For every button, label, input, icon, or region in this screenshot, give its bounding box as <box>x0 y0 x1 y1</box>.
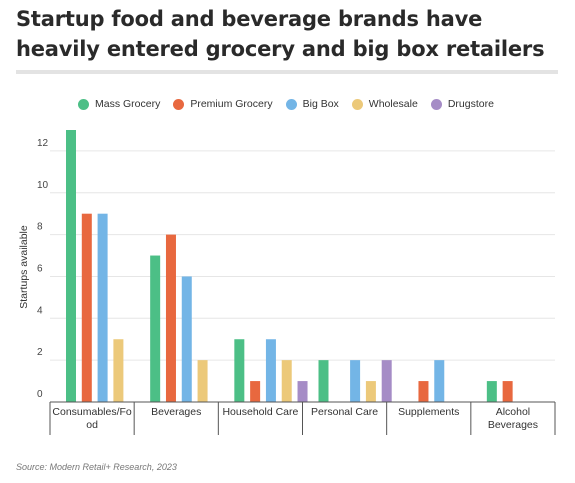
y-axis-ticks: 0 2 4 6 8 10 12 <box>37 138 49 400</box>
legend-swatch <box>351 98 363 110</box>
x-tick-label-personal-care: Personal Care <box>311 406 378 418</box>
bar-mass-grocery-consumables-fo-od <box>66 130 76 402</box>
x-tick-label-household-care: Household Care <box>222 406 298 418</box>
y-tick-label: 2 <box>37 347 43 358</box>
bar-chart: 0 2 4 6 8 10 12 Consumables/Fo od Beverages House… <box>18 130 556 435</box>
bar-premium-grocery-household-care <box>250 381 261 402</box>
bar-mass-grocery-beverages <box>150 255 161 402</box>
y-tick-label: 6 <box>37 263 43 274</box>
legend-swatch <box>78 98 89 110</box>
legend-label: Mass Grocery <box>95 98 161 110</box>
legend-label: Big Box <box>302 98 339 110</box>
x-tick-label-supplements: Supplements <box>398 406 459 418</box>
x-tick-label-beverages: Beverages <box>151 406 201 418</box>
bar-big-box-supplements <box>434 360 445 402</box>
legend-swatch <box>173 98 185 110</box>
chart-legend: Mass Grocery Premium Grocery Big Box Wholes… <box>78 98 507 110</box>
bar-mass-grocery-household-care <box>234 339 245 402</box>
y-tick-label: 0 <box>37 389 43 400</box>
bar-premium-grocery-beverages <box>165 234 176 402</box>
legend-label: Drugstore <box>447 98 494 110</box>
bar-mass-grocery-alcohol-beverages <box>486 381 497 402</box>
bar-big-box-personal-care <box>350 360 361 402</box>
x-tick-label-consumables-fo-od: Consumables/Fo od <box>52 406 132 431</box>
bar-big-box-household-care <box>265 339 276 402</box>
legend-item-big-box: Big Box <box>285 98 339 110</box>
y-tick-label: 4 <box>37 305 43 316</box>
bar-premium-grocery-alcohol-beverages <box>502 381 513 402</box>
bar-premium-grocery-supplements <box>418 381 429 402</box>
bar-premium-grocery-consumables-fo-od <box>81 213 92 402</box>
gridlines <box>50 150 555 361</box>
bar-wholesale-personal-care <box>365 381 376 402</box>
legend-item-mass-grocery: Mass Grocery <box>78 98 160 110</box>
chart-title: Startup food and beverage brands have he… <box>16 7 545 61</box>
bar-drugstore-household-care <box>297 381 308 402</box>
legend-item-wholesale: Wholesale <box>351 98 418 110</box>
bar-big-box-beverages <box>181 276 192 402</box>
x-tick-label-alcohol-beverages: Alcohol Beverages <box>488 406 538 431</box>
bar-mass-grocery-personal-care <box>318 360 329 402</box>
y-axis-label: Startups available <box>18 225 30 309</box>
legend-swatch <box>430 98 442 110</box>
bar-wholesale-household-care <box>281 360 292 402</box>
y-tick-label: 10 <box>37 180 49 191</box>
bar-big-box-consumables-fo-od <box>97 213 108 402</box>
legend-item-premium-grocery: Premium Grocery <box>173 98 273 110</box>
legend-swatch <box>285 98 297 110</box>
y-tick-label: 8 <box>37 222 43 233</box>
legend-label: Wholesale <box>368 98 418 110</box>
source-note: Source: Modern Retail+ Research, 2023 <box>16 462 177 472</box>
bar-drugstore-personal-care <box>381 360 392 402</box>
bar-wholesale-consumables-fo-od <box>113 339 124 402</box>
legend-label: Premium Grocery <box>190 98 273 110</box>
legend-item-drugstore: Drugstore <box>430 98 494 110</box>
x-axis: Consumables/Fo od Beverages Household Care P… <box>49 401 556 435</box>
bars <box>66 130 513 402</box>
bar-wholesale-beverages <box>197 360 208 402</box>
y-tick-label: 12 <box>37 138 49 149</box>
title-divider <box>16 70 558 74</box>
